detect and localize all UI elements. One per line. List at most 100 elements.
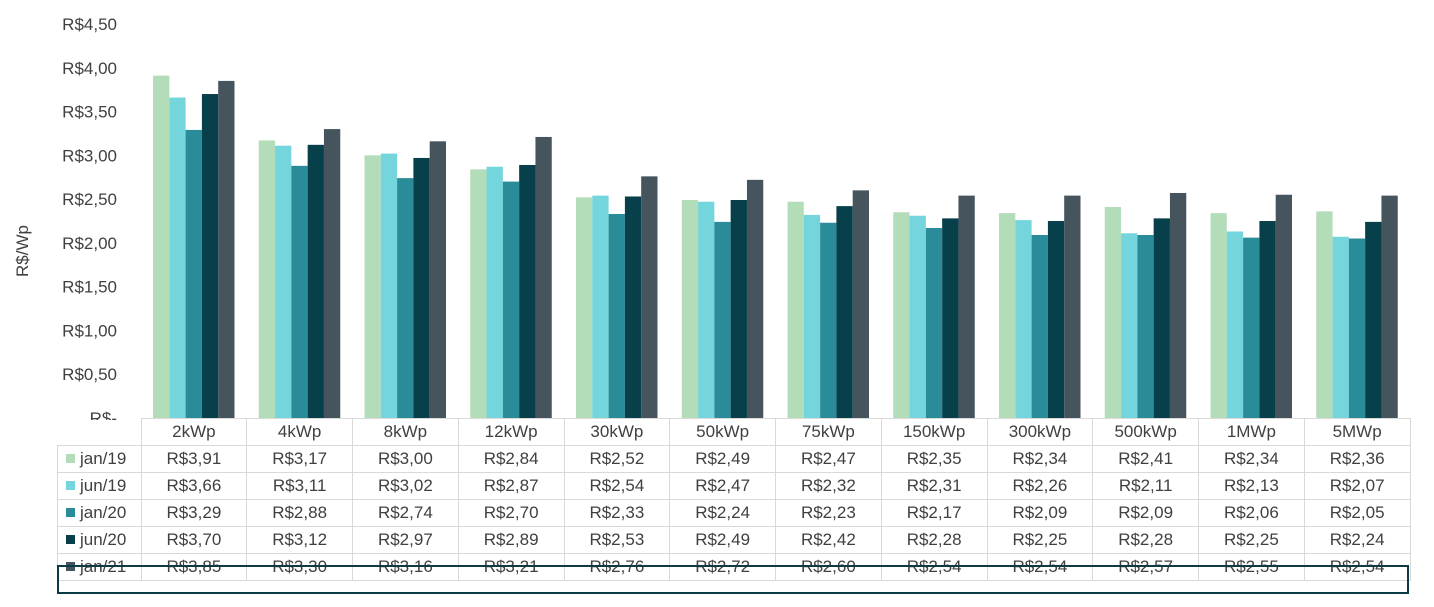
table-corner [57, 418, 142, 446]
bar [535, 136, 552, 418]
data-label: R$3,29 [140, 499, 248, 527]
data-label: R$2,32 [775, 472, 882, 500]
bar [592, 195, 609, 418]
bar [1275, 194, 1292, 418]
y-tick-label: R$4,00 [62, 59, 117, 78]
bar [1332, 236, 1349, 418]
bar [852, 190, 869, 418]
bar [576, 197, 593, 418]
bar [470, 169, 487, 418]
bar [275, 145, 292, 418]
y-axis-title: R$/Wp [13, 225, 32, 277]
data-label: R$2,70 [457, 499, 565, 527]
bar [153, 75, 170, 418]
bar [608, 214, 625, 418]
bar [519, 164, 536, 418]
data-label: R$2,54 [563, 472, 671, 500]
bar [836, 206, 853, 418]
data-label: R$3,21 [457, 553, 565, 581]
bar [714, 221, 731, 418]
x-category-label: 300kWp [986, 418, 1094, 446]
data-label: R$2,72 [669, 553, 776, 581]
legend-entry: jun/20 [57, 526, 142, 554]
data-label: R$2,17 [880, 499, 988, 527]
bar [185, 129, 202, 418]
data-label: R$2,11 [1092, 472, 1199, 500]
data-label: R$3,66 [140, 472, 248, 500]
data-label: R$2,36 [1303, 445, 1411, 473]
data-label: R$2,52 [563, 445, 671, 473]
data-label: R$2,34 [1198, 445, 1305, 473]
table-row: jun/19 R$3,66 R$3,11 R$3,02 R$2,87 R$2,54 R$2,… [57, 472, 1411, 500]
legend-key [66, 562, 75, 571]
bar [820, 222, 837, 418]
data-label: R$2,07 [1303, 472, 1411, 500]
bar [364, 155, 381, 418]
bar [698, 201, 715, 418]
data-label: R$2,25 [1198, 526, 1305, 554]
data-label: R$2,88 [246, 499, 353, 527]
table-row: jan/21 R$3,85 R$3,30 R$3,16 R$3,21 R$2,76 R$2,… [57, 553, 1411, 581]
y-tick-label: R$2,00 [62, 234, 117, 253]
bar [169, 97, 186, 419]
x-category-label: 2kWp [140, 418, 248, 446]
data-label: R$2,31 [880, 472, 988, 500]
bar-chart: R$- R$0,50 R$1,00 R$1,50 R$2,00 R$2,50 R$3,00 R… [13, 15, 1398, 420]
data-label: R$3,12 [246, 526, 353, 554]
x-category-label: 8kWp [352, 418, 459, 446]
data-label: R$2,74 [352, 499, 459, 527]
data-label: R$2,33 [563, 499, 671, 527]
legend-entry: jan/21 [57, 553, 142, 581]
data-label: R$2,24 [1303, 526, 1411, 554]
data-label: R$2,57 [1092, 553, 1199, 581]
bar [201, 94, 219, 418]
bar [1243, 237, 1260, 418]
x-category-label: 12kWp [457, 418, 565, 446]
data-label: R$2,23 [775, 499, 882, 527]
bar [803, 214, 821, 418]
bar [1226, 231, 1244, 418]
bar [1316, 211, 1333, 418]
data-label: R$3,70 [140, 526, 248, 554]
data-label: R$2,09 [986, 499, 1094, 527]
bar [218, 80, 235, 418]
data-table: 2kWp 4kWp 8kWp 12kWp 30kWp 50kWp 75kWp 150kWp 30… [57, 418, 1411, 581]
y-tick-label: R$1,00 [62, 321, 117, 340]
bar [681, 199, 699, 418]
bar [380, 153, 398, 418]
data-label: R$2,60 [775, 553, 882, 581]
data-label: R$2,26 [986, 472, 1094, 500]
bar [1210, 213, 1227, 418]
bar [1259, 221, 1276, 418]
data-label: R$2,49 [669, 445, 776, 473]
bar [624, 196, 642, 418]
legend-key [66, 508, 75, 517]
series-name: jun/20 [80, 530, 127, 549]
bar [1015, 220, 1032, 418]
data-label: R$2,84 [457, 445, 565, 473]
data-label: R$2,25 [986, 526, 1094, 554]
data-label: R$2,54 [1303, 553, 1411, 581]
x-category-label: 75kWp [775, 418, 882, 446]
bar [486, 166, 503, 418]
bar [502, 181, 520, 418]
data-label: R$2,06 [1198, 499, 1305, 527]
data-label: R$2,41 [1092, 445, 1199, 473]
x-category-label: 4kWp [246, 418, 353, 446]
data-label: R$2,76 [563, 553, 671, 581]
data-label: R$2,28 [880, 526, 988, 554]
bar [397, 178, 414, 418]
bar [429, 141, 446, 418]
bar [307, 144, 324, 418]
table-row: jun/20 R$3,70 R$3,12 R$2,97 R$2,89 R$2,53 R$2,… [57, 526, 1411, 554]
bar [413, 157, 430, 418]
bar [1047, 221, 1065, 418]
bar [1031, 235, 1048, 418]
legend-entry: jan/20 [57, 499, 142, 527]
legend-entry: jun/19 [57, 472, 142, 500]
bar [1381, 195, 1398, 418]
bar [942, 218, 959, 418]
bar [787, 201, 804, 418]
data-label: R$3,91 [140, 445, 248, 473]
bar [730, 199, 747, 418]
